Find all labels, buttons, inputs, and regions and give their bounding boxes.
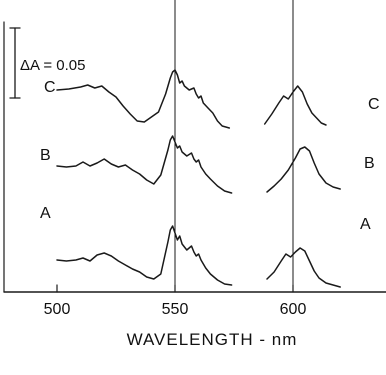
series-A-label-left: A [40, 205, 51, 222]
series-B-label-right: B [364, 155, 375, 172]
reference-lines [174, 0, 294, 293]
series-A-label-right: A [360, 216, 371, 233]
series-B-label-left: B [40, 147, 51, 164]
x-tick-label-550: 550 [162, 301, 189, 318]
x-ticks: 500 550 600 [44, 284, 307, 318]
series-C-segment-1 [56, 69, 231, 129]
x-axis-label: WAVELENGTH - nm [127, 330, 298, 349]
axes-layer [3, 21, 386, 293]
series-A-segment-2 [266, 247, 341, 288]
x-tick-label-500: 500 [44, 301, 71, 318]
scale-bar-label: ΔA = 0.05 [20, 57, 86, 74]
scale-bar: ΔA = 0.05 [9, 27, 86, 99]
series-C-label-left: C [44, 79, 56, 96]
series-A-segment-1 [56, 225, 233, 286]
x-tick-label-600: 600 [280, 301, 307, 318]
series-layer: C C B B A A [40, 69, 380, 288]
series-B-segment-2 [266, 146, 341, 193]
series-C-segment-2 [263, 85, 327, 126]
series-C-label-right: C [368, 96, 380, 113]
series-B-segment-1 [56, 135, 233, 194]
